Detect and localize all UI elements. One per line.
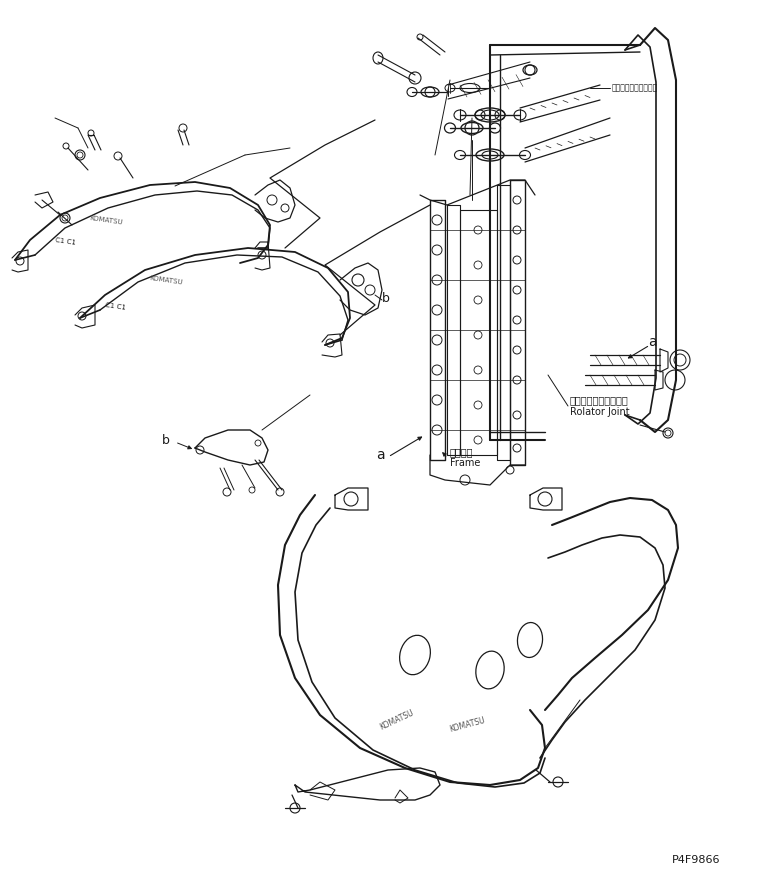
Text: KOMATSU: KOMATSU [449,716,487,734]
Text: P4F9866: P4F9866 [672,855,721,865]
Text: Frame: Frame [450,458,481,468]
Text: KOMATSU: KOMATSU [378,708,415,732]
Text: ローテータジョイント: ローテータジョイント [570,395,629,405]
Text: b: b [382,291,390,304]
Text: a: a [376,448,385,462]
Text: a: a [648,335,656,349]
Text: Rolator Joint: Rolator Joint [570,407,630,417]
Text: b: b [162,434,170,446]
Text: KOMATSU: KOMATSU [89,215,123,225]
Text: ローテータジョイント: ローテータジョイント [612,84,659,92]
Text: KOMATSU: KOMATSU [150,275,184,286]
Text: C1 C1: C1 C1 [55,237,76,246]
Text: フレーム: フレーム [450,447,473,457]
Text: C1 C1: C1 C1 [104,302,126,311]
